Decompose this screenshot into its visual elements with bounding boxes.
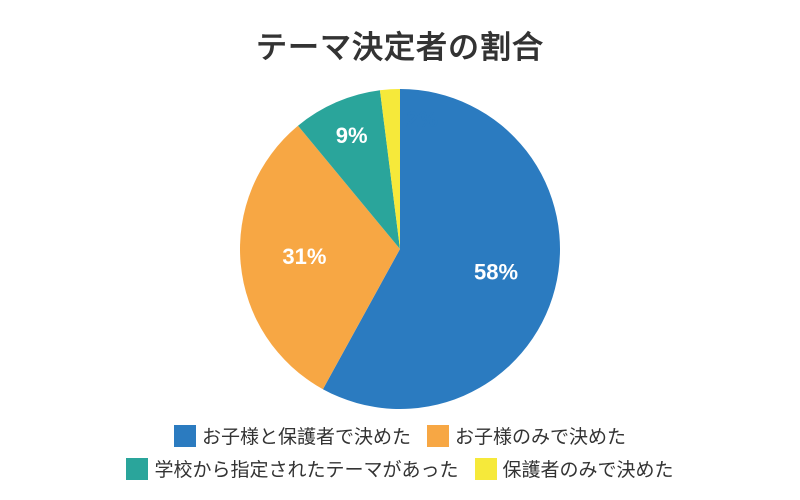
pie-label-child-only: 31%: [282, 244, 326, 269]
pie-slice-child-only: [240, 125, 400, 390]
legend-label-parent-and-child: お子様と保護者で決めた: [201, 426, 411, 448]
legend-label-child-only: お子様のみで決めた: [455, 426, 627, 448]
pie-slices: [240, 89, 560, 410]
legend-label-parent-only: 保護者のみで決めた: [502, 459, 674, 481]
legend-label-school-assigned: 学校から指定されたテーマがあった: [154, 459, 459, 481]
legend-row-2: 学校から指定されたテーマがあった 保護者のみで決めた: [0, 455, 800, 482]
chart-title: テーマ決定者の割合: [256, 30, 544, 66]
pie-slice-parent-only: [379, 89, 400, 249]
legend-item-parent-only: 保護者のみで決めた: [474, 455, 674, 482]
pie-label-parent-only: 2%: [406, 107, 438, 132]
legend-item-school-assigned: 学校から指定されたテーマがあった: [126, 455, 459, 482]
legend-item-child-only: お子様のみで決めた: [427, 422, 626, 449]
legend-row-1: お子様と保護者で決めた お子様のみで決めた: [0, 422, 800, 449]
legend-swatch-child-only: [427, 424, 449, 447]
pie-slice-parent-and-child: [322, 89, 560, 410]
pie-slice-labels: 58% 31% 9% 2%: [282, 107, 518, 285]
legend-swatch-parent-only: [474, 457, 497, 480]
legend-swatch-school-assigned: [126, 457, 149, 480]
legend-swatch-parent-and-child: [173, 424, 196, 447]
legend-item-parent-and-child: お子様と保護者で決めた: [173, 422, 411, 449]
pie-label-parent-and-child: 58%: [474, 259, 518, 284]
pie-label-school-assigned: 9%: [336, 123, 368, 148]
pie-slice-school-assigned: [298, 90, 400, 249]
